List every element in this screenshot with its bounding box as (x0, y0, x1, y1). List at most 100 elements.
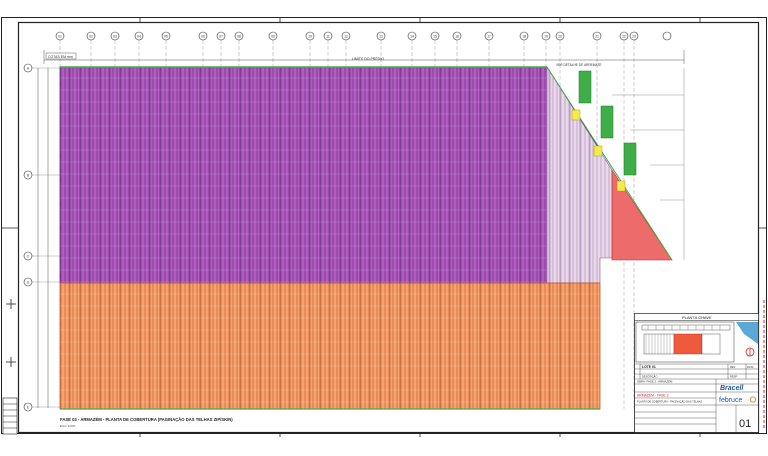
column-axis-bubble (376, 31, 386, 41)
sheet-description: PLANTA DE COBERTURA - PAGINAÇÃO DAS TELH… (637, 399, 703, 404)
column-axis-label: 03 (113, 34, 117, 38)
right-note-text: VER DETALHE DE ARREMATE (556, 63, 601, 67)
column-axis-label: 04 (137, 34, 141, 38)
sheet-number: 01 (739, 418, 751, 430)
yellow-marker-1 (571, 109, 581, 121)
key-plan-title: PLANTA CHAVE (682, 315, 712, 320)
column-axis-label: 16 (455, 34, 459, 38)
column-axis-bubble (592, 31, 602, 41)
column-axis-label: 13 (379, 34, 383, 38)
column-axis-label: 09 (271, 34, 275, 38)
company-logo-icon (749, 396, 757, 403)
row-axis-bubble (23, 251, 33, 261)
row-axis-bubble (23, 402, 33, 412)
column-axis-label: 10 (308, 34, 312, 38)
column-axis-bubble (305, 31, 315, 41)
row-axis-bubble (23, 63, 33, 73)
row-axis-label: B (27, 173, 30, 177)
client-brand-logo: Bracell (720, 385, 744, 392)
left-binding-strip (2, 397, 18, 435)
column-axis-bubble (198, 31, 208, 41)
column-axis-label: 01 (58, 34, 62, 38)
green-marker-1 (578, 70, 592, 104)
page-title: FASE 03 - ARMAZÉM - PLANTA DE COBERTURA … (60, 417, 233, 422)
page-scale: ESC: 1/200 (60, 424, 76, 428)
column-axis-label: 18 (522, 34, 526, 38)
project-code: LOTE 01 (642, 365, 656, 369)
key-plan-highlight (673, 333, 703, 355)
column-axis-label: 07 (219, 34, 223, 38)
left-dimension-line (37, 68, 49, 408)
column-axis-label: 23 (632, 34, 636, 38)
green-marker-3 (623, 142, 637, 176)
column-axis-bubble (629, 31, 639, 41)
top-left-note: COTAS EM mm (45, 52, 77, 60)
column-axis-bubble (541, 31, 551, 41)
column-axis-label: 12 (344, 34, 348, 38)
row-axis-label: D (27, 280, 30, 284)
roof-edge-diagonal (546, 66, 673, 261)
column-axis-label: 15 (433, 34, 437, 38)
column-axis-label: 21 (595, 34, 599, 38)
column-axis-label: 06 (201, 34, 205, 38)
description-label: DESCRIÇÃO (642, 374, 657, 379)
project-name: OBRA: FASE 3 - ARMAZÉM (637, 379, 673, 384)
column-axis-bubble (555, 31, 565, 41)
inner-frame (17, 21, 760, 434)
revision-table (634, 363, 759, 380)
column-axis-label: 22 (622, 34, 626, 38)
column-axis-bubble (662, 31, 672, 41)
column-axis-bubble (619, 31, 629, 41)
column-axis-bubble (341, 31, 351, 41)
title-block: PLANTA CHAVE (634, 313, 759, 433)
column-axis-label: 19 (544, 34, 548, 38)
column-axis-bubble (452, 31, 462, 41)
column-axis-bubble (484, 31, 494, 41)
column-axis-bubble (234, 31, 244, 41)
column-axis-bubble (134, 31, 144, 41)
column-axis-bubble (407, 31, 417, 41)
column-axis-bubble (268, 31, 278, 41)
yellow-marker-2 (593, 145, 603, 157)
row-axis-label: A (27, 66, 30, 70)
company-brand-logo: februce (719, 397, 742, 404)
date-label: DATA (747, 365, 754, 369)
column-axis-bubble (323, 31, 333, 41)
phase-label: ARMAZÉM - FASE 3 (637, 393, 669, 398)
key-plan-blue-shape (736, 322, 758, 344)
column-axis-bubble (86, 31, 96, 41)
row-grid: A B C D E (23, 63, 60, 412)
roof-area-purple (59, 66, 599, 284)
right-construction-lines (612, 68, 685, 260)
project-info-block (634, 379, 759, 432)
column-axis-label: 02 (89, 34, 93, 38)
column-axis-label: 08 (237, 34, 241, 38)
column-axis-label: 11 (326, 34, 330, 38)
column-axis-label: 05 (164, 34, 168, 38)
column-axis-bubble (519, 31, 529, 41)
revision-label: REV (730, 365, 736, 369)
column-axis-bubble (110, 31, 120, 41)
key-plan (635, 321, 758, 363)
column-axis-bubble (161, 31, 171, 41)
row-axis-label: C (27, 254, 30, 258)
row-axis-label: E (27, 405, 30, 409)
column-axis-label: 20 (558, 34, 562, 38)
column-axis-label: 14 (410, 34, 414, 38)
cross-markers (6, 299, 16, 367)
row-axis-bubble (23, 277, 33, 287)
roof-panel-bands (69, 67, 591, 409)
top-dimension-line (43, 50, 685, 64)
top-left-note-text: COTAS EM mm (48, 55, 73, 59)
yellow-marker-3 (616, 180, 626, 192)
column-axis-bubble (430, 31, 440, 41)
row-axis-bubble (23, 170, 33, 180)
top-note-text: LIMITE DO PRÉDIO (352, 56, 384, 61)
column-axis-label: 17 (487, 34, 491, 38)
responsible-label: RESP. (730, 375, 738, 379)
column-axis-bubble (216, 31, 226, 41)
outer-frame (1, 17, 767, 434)
frame-ticks (1, 17, 767, 437)
column-axis-bubble (55, 31, 65, 41)
green-marker-2 (600, 105, 614, 139)
